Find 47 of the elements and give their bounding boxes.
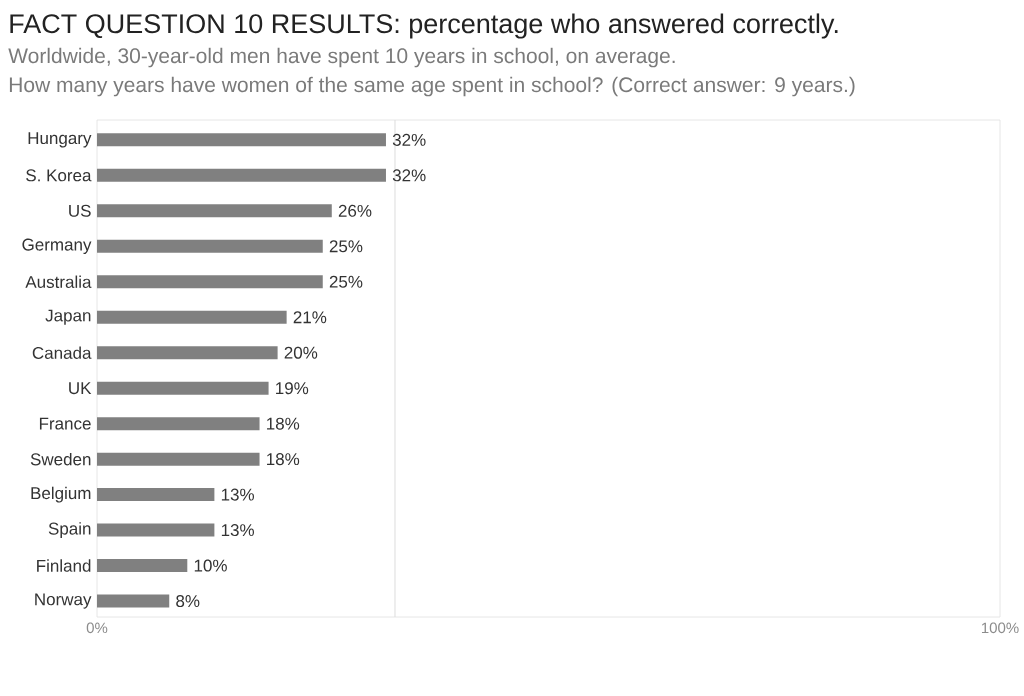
- data-label: 25%: [329, 275, 363, 288]
- data-label: 13%: [221, 524, 255, 537]
- y-tick-label: US: [69, 204, 91, 217]
- chart-subtitle: Worldwide, 30-year-old men have spent 10 years in school, on average.: [8, 47, 675, 68]
- bar: [97, 133, 386, 147]
- y-tick-label: Norway: [35, 593, 92, 609]
- bar: [97, 381, 269, 395]
- bar: [97, 594, 170, 608]
- y-tick-label: Australia: [25, 275, 92, 289]
- data-label: 13%: [221, 488, 255, 501]
- data-label: 18%: [267, 453, 300, 466]
- bar: [97, 452, 260, 466]
- bar: [97, 168, 386, 182]
- bar: [97, 346, 278, 360]
- y-tick-label: France: [39, 417, 91, 430]
- bar: [97, 488, 215, 502]
- chart-title: FACT QUESTION 10 RESULTS: percentage who answered correctly.: [10, 13, 838, 39]
- data-label: 21%: [293, 311, 327, 324]
- data-label: 19%: [276, 382, 309, 395]
- bar: [97, 204, 332, 218]
- bar: [97, 239, 323, 253]
- data-label: 32%: [392, 169, 426, 182]
- data-label: 10%: [194, 559, 227, 572]
- y-tick-label: Hungary: [28, 132, 92, 148]
- data-label: 25%: [329, 240, 363, 253]
- data-label: 26%: [338, 204, 372, 217]
- bar: [97, 559, 188, 573]
- data-label: 18%: [267, 417, 300, 430]
- data-label: 20%: [284, 346, 318, 359]
- bar: [97, 417, 260, 431]
- y-tick-label: Belgium: [31, 486, 91, 503]
- x-tick-label: 100%: [981, 622, 1019, 634]
- data-label: 32%: [392, 133, 426, 146]
- y-tick-label: Japan: [45, 309, 91, 325]
- text: How many years have women of the same age spent in school? (Correct answer: 9 years.): [9, 76, 855, 97]
- y-tick-label: UK: [69, 382, 92, 395]
- y-tick-label: Canada: [32, 346, 92, 359]
- bar: [97, 275, 323, 289]
- data-label: 8%: [176, 595, 200, 608]
- y-tick-label: Sweden: [30, 452, 91, 466]
- y-tick-label: Finland: [37, 559, 91, 572]
- bar: [97, 523, 215, 537]
- bar: [97, 310, 287, 324]
- y-tick-label: S. Korea: [26, 169, 92, 182]
- y-tick-label: Spain: [48, 522, 91, 539]
- x-tick-label: 0%: [86, 622, 108, 634]
- y-tick-label: Germany: [22, 238, 92, 254]
